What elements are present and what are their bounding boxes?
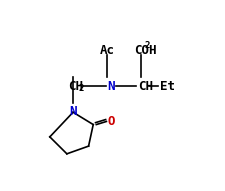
Text: N: N — [69, 105, 77, 118]
Text: Et: Et — [160, 80, 175, 93]
Text: CH: CH — [138, 80, 153, 93]
Text: CO: CO — [134, 45, 149, 57]
Text: 2: 2 — [144, 41, 150, 50]
Text: O: O — [107, 115, 115, 128]
Text: N: N — [107, 80, 115, 93]
Text: H: H — [148, 45, 156, 57]
Text: 2: 2 — [79, 84, 84, 93]
Text: Ac: Ac — [100, 45, 115, 57]
Text: CH: CH — [68, 80, 83, 93]
